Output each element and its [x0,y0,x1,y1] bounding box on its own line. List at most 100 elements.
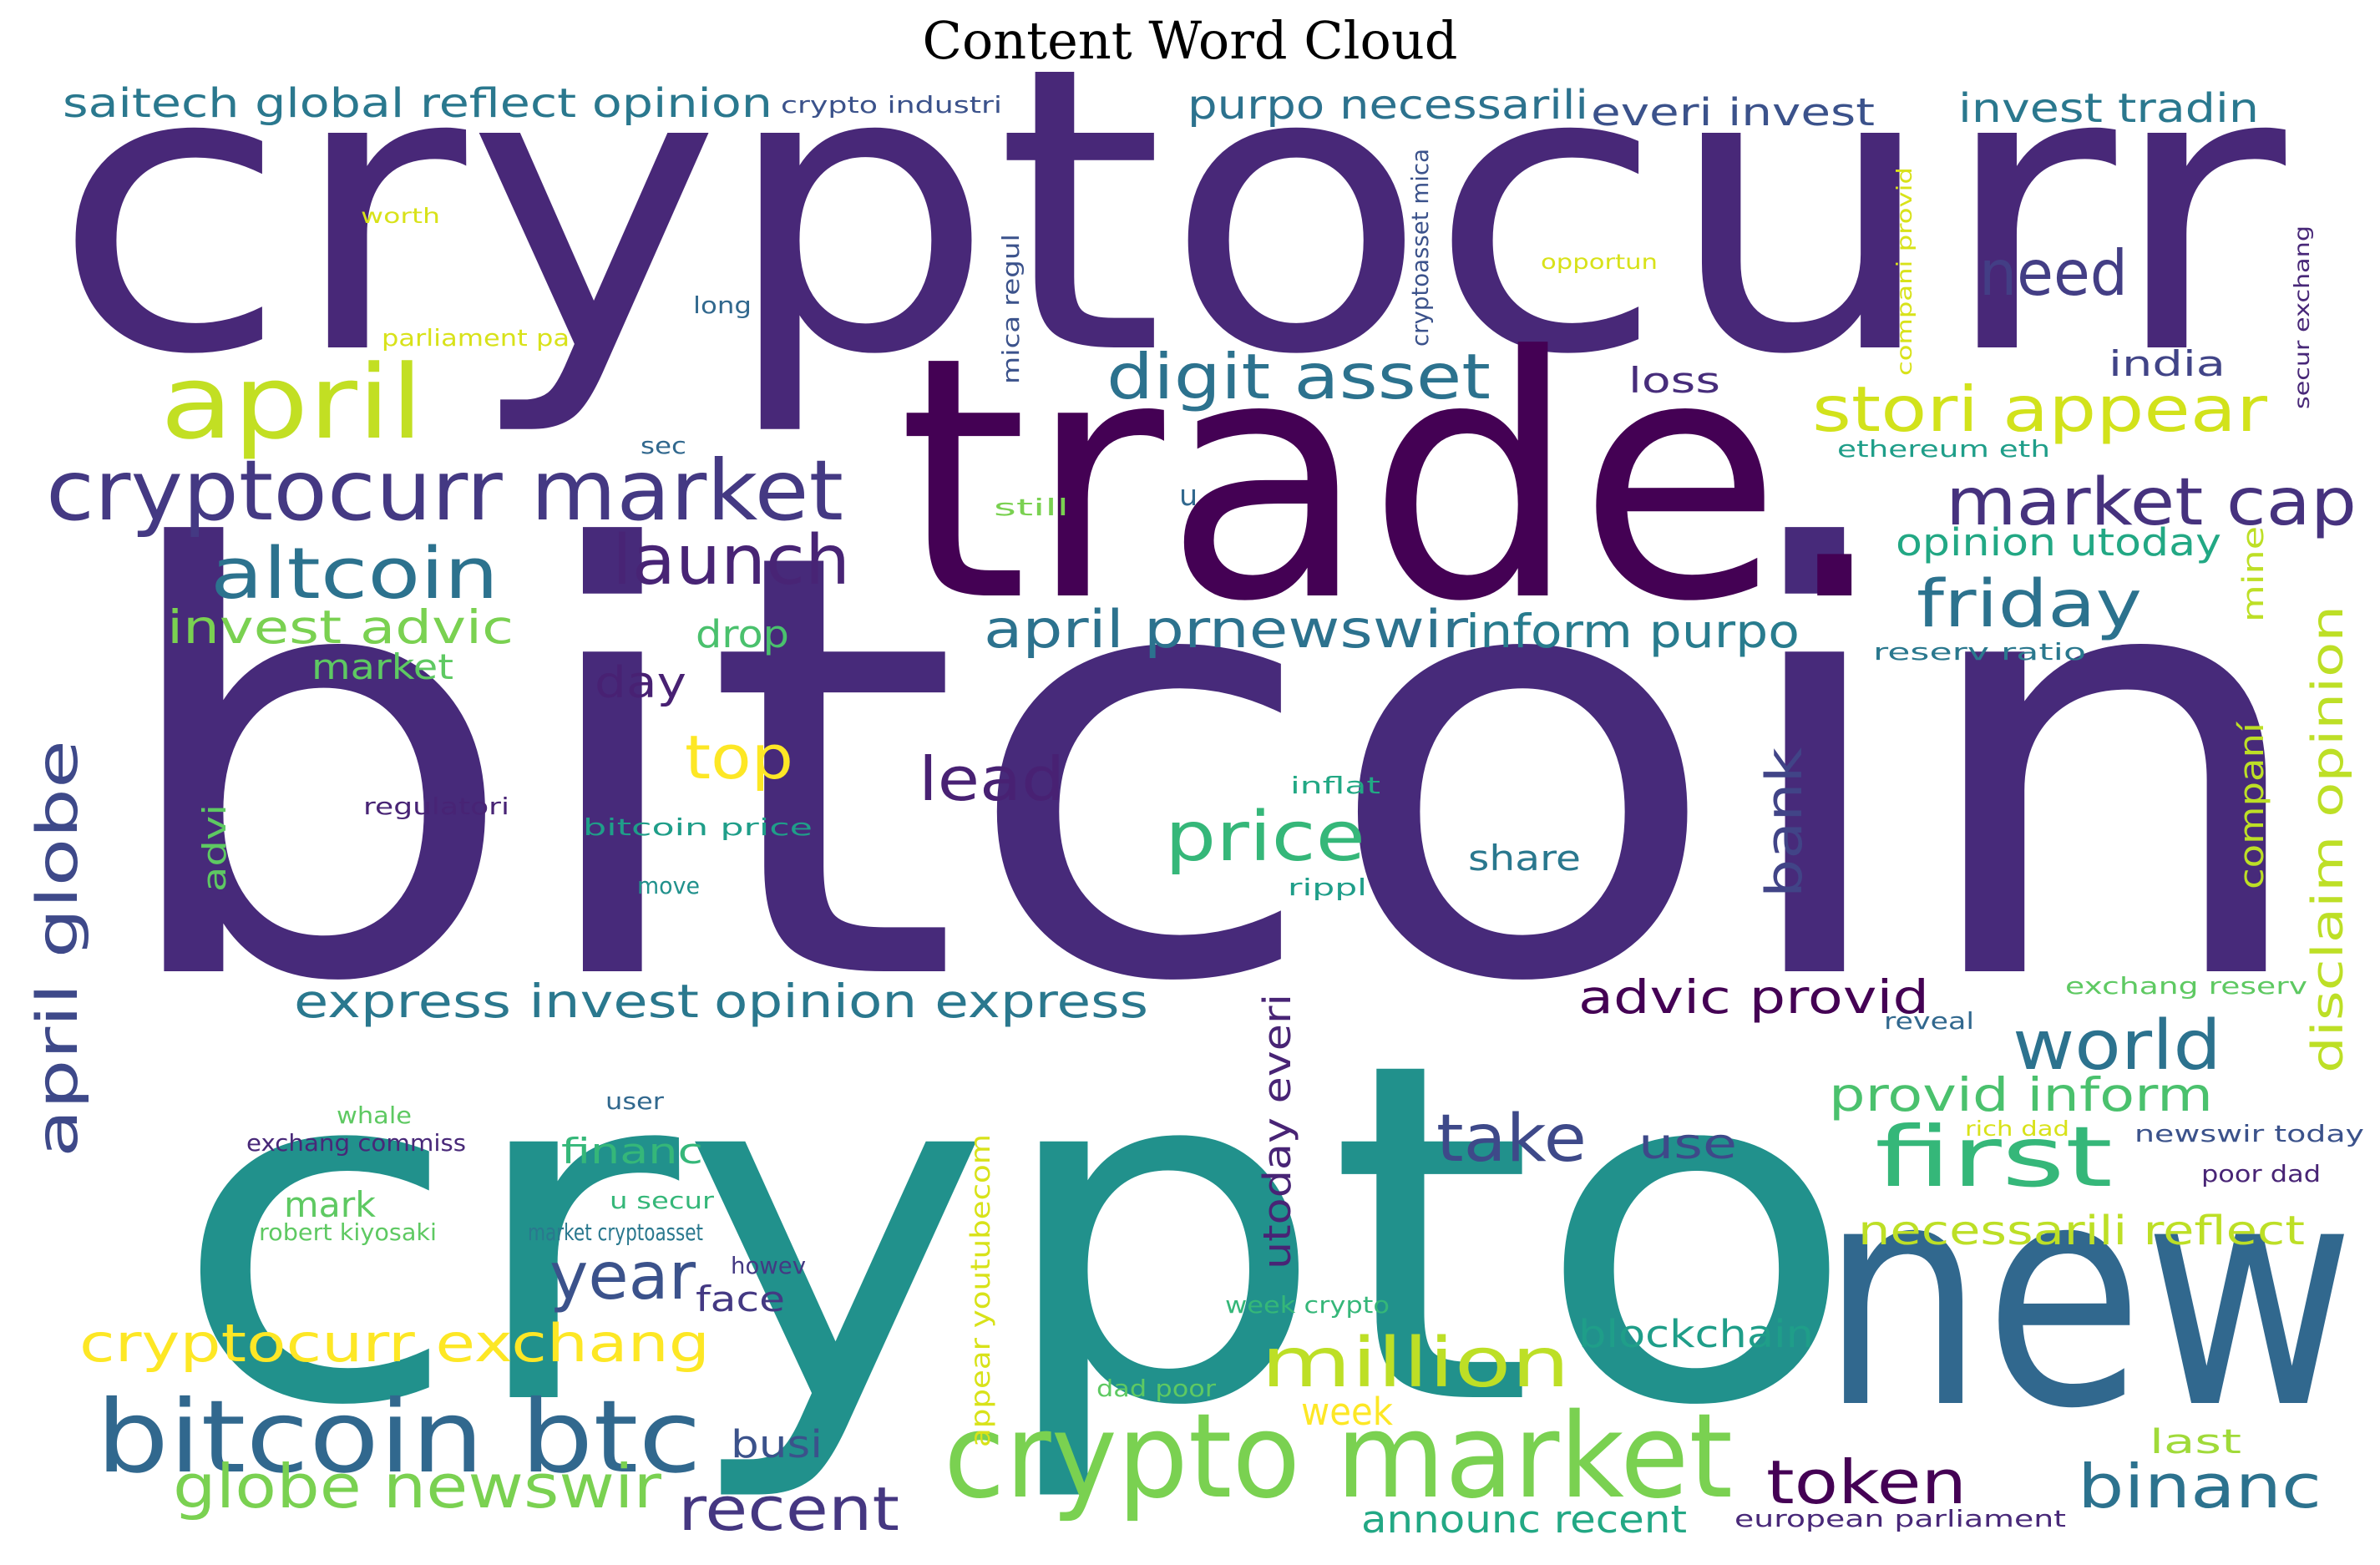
word-rich-dad: rich dad [1965,1117,2069,1141]
word-parliament-pa: parliament pa [382,324,570,352]
word-cryptoasset-mica: cryptoasset mica [1406,149,1434,347]
word-saitech-global-reflect-opinion: saitech global reflect opinion [63,80,772,127]
word-altcoin: altcoin [210,533,499,615]
word-april: april [160,343,423,462]
word-opportun: opportun [1541,250,1658,274]
word-launch: launch [612,521,850,600]
word-reserv-ratio: reserv ratio [1873,638,2086,666]
word-invest-tradin: invest tradin [1958,85,2259,132]
word-week: week [1301,1390,1393,1434]
word-use: use [1638,1120,1737,1168]
word-token: token [1766,1447,1967,1517]
word-share: share [1468,838,1581,879]
word-crypto: crypto [171,964,1858,1508]
word-top: top [685,722,793,793]
word-u-secur: u secur [610,1187,715,1214]
word-new: new [1820,1117,2355,1476]
word-binanc: binanc [2078,1451,2322,1522]
word-cryptocurr-market: cryptocurr market [46,442,843,539]
word-regulatori: regulatori [363,793,509,820]
word-stori-appear: stori appear [1812,372,2267,446]
word-financ: financ [561,1131,703,1172]
word-crypto-market: crypto market [944,1389,1733,1525]
word-bitcoin-price: bitcoin price [583,813,813,841]
word-rippl: rippl [1288,874,1367,901]
word-first: first [1875,1108,2113,1206]
word-u: u [1179,479,1198,513]
word-friday: friday [1917,567,2142,642]
word-april-prnewswir: april prnewswir [984,599,1469,660]
word-advic-provid: advic provid [1578,970,1929,1024]
word-whale: whale [337,1102,412,1129]
word-mine: mine [2237,526,2271,622]
word-need: need [1979,236,2128,310]
word-bank: bank [1755,747,1814,898]
word-sec: sec [641,432,686,459]
word-exchang-commiss: exchang commiss [246,1129,466,1157]
word-drop: drop [696,612,789,656]
word-inform-purpo: inform purpo [1466,605,1800,658]
word-secur-exchang: secur exchang [2290,225,2314,409]
word-busi: busi [731,1422,823,1466]
word-digit-asset: digit asset [1106,340,1491,413]
word-india: india [2109,343,2226,384]
word-move: move [637,872,700,899]
word-recent: recent [678,1474,899,1544]
word-bitcoin: bitcoin [104,429,2322,1110]
word-market: market [311,646,453,687]
word-april-globe: april globe [25,740,91,1157]
word-opinion-utoday: opinion utoday [1896,520,2221,565]
word-purpo-necessarili: purpo necessarili [1187,82,1588,129]
word-everi-invest: everi invest [1591,90,1875,134]
word-compan: companí [2233,721,2271,889]
word-necessarili-reflect: necessarili reflect [1858,1208,2305,1254]
word-cryptocurr: cryptocurr [52,0,2291,440]
word-crypto-industri: crypto industri [781,91,1002,119]
word-last: last [2150,1423,2241,1461]
word-disclaim-opinion: disclaim opinion [2303,605,2353,1073]
chart-title: Content Word Cloud [922,10,1458,71]
word-world: world [2013,1006,2221,1086]
word-million: million [1261,1324,1570,1403]
word-blockchain: blockchain [1578,1312,1814,1356]
word-newswir-today: newswir today [2134,1120,2364,1147]
word-day: day [595,658,686,708]
word-market-cap: market cap [1946,465,2357,540]
word-week-crypto: week crypto [1225,1291,1390,1319]
word-howev: howev [731,1252,806,1279]
word-year: year [549,1239,696,1314]
word-invest-advic: invest advic [167,600,514,654]
word-take: take [1436,1102,1587,1177]
word-inflat: inflat [1290,772,1380,799]
word-announc-recent: announc recent [1361,1497,1687,1542]
word-reveal: reveal [1884,1007,1974,1035]
word-cryptocurr-exchang: cryptocurr exchang [79,1313,710,1374]
word-lead: lead [919,744,1065,814]
word-ethereum-eth: ethereum eth [1837,435,2050,463]
word-opinion-express: opinion express [714,975,1148,1028]
word-european-parliament: european parliament [1734,1505,2066,1532]
word-appear-youtubecom: appear youtubecom [965,1134,996,1447]
word-still: still [994,494,1069,521]
word-loss: loss [1628,360,1720,401]
word-market-cryptoasset: market cryptoasset [528,1218,703,1246]
word-long: long [693,291,752,319]
word-globe-newswir: globe newswir [173,1451,661,1522]
word-robert-kiyosaki: robert kiyosaki [259,1218,437,1246]
word-poor-dad: poor dad [2201,1160,2321,1188]
word-user: user [605,1087,665,1115]
word-trade: trade. [898,286,1887,675]
word-face: face [696,1279,785,1319]
word-worth: worth [361,204,440,228]
word-mica-regul: mica regul [997,234,1025,384]
word-price: price [1165,798,1365,877]
word-compani-provid: compani provid [1892,167,1917,376]
word-bitcoin-btc: bitcoin btc [96,1380,701,1496]
word-exchang-reserv: exchang reserv [2065,972,2307,1000]
word-utoday-everi: utoday everi [1255,994,1299,1269]
word-provid-inform: provid inform [1829,1068,2213,1122]
word-mark: mark [284,1184,377,1225]
word-express-invest: express invest [294,975,699,1028]
word-dad-poor: dad poor [1096,1375,1217,1402]
